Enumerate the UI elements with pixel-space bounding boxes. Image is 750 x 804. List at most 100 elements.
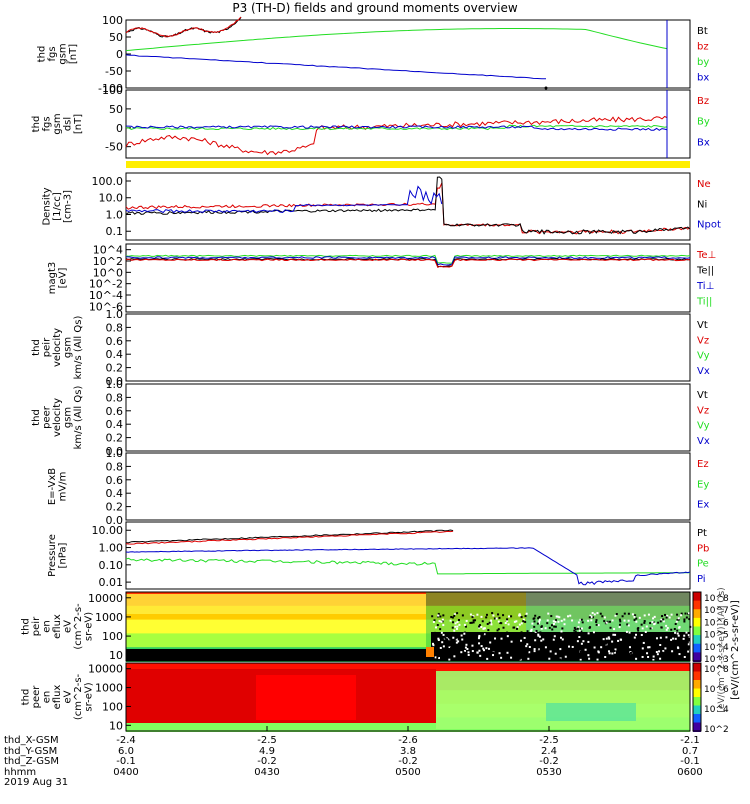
spectrogram-pixel <box>573 629 576 632</box>
spectrogram-pixel <box>664 613 667 616</box>
spectrogram-pixel <box>557 644 560 647</box>
y-tick-label: 100.0 <box>92 175 124 188</box>
y-tick-label: 10^-6 <box>89 300 123 313</box>
spectrogram-pixel <box>635 617 638 620</box>
spectrogram-pixel <box>544 640 547 643</box>
spectrogram-pixel <box>641 655 644 658</box>
spectrogram-pixel <box>627 619 630 622</box>
spectrogram-pixel <box>687 650 690 653</box>
footer-row-label: hhmm <box>4 766 37 778</box>
spectrogram-pixel <box>584 653 587 656</box>
spectrogram-pixel <box>451 616 454 619</box>
colorbar-segment <box>693 643 701 654</box>
legend-entry: Ez <box>697 459 709 470</box>
colorbar-segment <box>693 697 701 707</box>
y-tick-label: 0.8 <box>106 460 124 473</box>
spectrogram-pixel <box>522 620 525 623</box>
spectrogram-pixel <box>527 657 530 660</box>
y-tick-label: 0.4 <box>106 348 124 361</box>
spectrogram-pixel <box>633 644 636 647</box>
spectrogram-pixel <box>542 634 545 637</box>
spectrogram-pixel <box>577 626 580 629</box>
spectrogram-pixel <box>678 646 681 649</box>
spectrogram-pixel <box>485 638 488 641</box>
spectrogram-pixel <box>618 656 621 659</box>
spectrogram-pixel <box>441 620 444 623</box>
footer-value: 0400 <box>113 766 139 778</box>
footer-row: thd_Y-GSM 6.0 4.9 3.8 2.4 0.7 <box>4 746 698 758</box>
y-tick-label: 100 <box>102 630 123 643</box>
y-tick-label: 0.4 <box>106 418 124 431</box>
spectrogram-band <box>126 594 426 614</box>
spectrogram-pixel <box>435 650 438 653</box>
spectrogram-pixel <box>646 652 649 655</box>
footer-row: thd_X-GSM -2.4 -2.5 -2.6 -2.5 -2.1 <box>4 735 700 747</box>
spectrogram-pixel <box>537 617 540 620</box>
spectrogram-pixel <box>631 613 634 616</box>
y-axis-label: E=-VxB <box>47 468 58 505</box>
spectrogram-pixel <box>486 657 489 660</box>
spectrogram-pixel <box>524 652 527 655</box>
y-axis-label: fgs <box>47 46 58 61</box>
spectrogram-pixel <box>442 614 445 617</box>
spectrogram-pixel <box>674 631 677 634</box>
spectrogram-pixel <box>671 641 674 644</box>
spectrogram-pixel <box>578 629 581 632</box>
y-tick-label: 0.8 <box>106 321 124 334</box>
spectrogram-pixel <box>442 624 445 627</box>
spectrogram-pixel <box>652 617 655 620</box>
spectrogram-pixel <box>510 640 513 643</box>
panel-peir_eflux <box>125 591 702 662</box>
spectrogram-pixel <box>635 620 638 623</box>
colorbar-tick-label: 10^4 <box>704 643 729 653</box>
spectrogram-pixel <box>480 615 483 618</box>
spectrogram-pixel <box>496 629 499 632</box>
y-tick-label: 100 <box>102 14 123 27</box>
spectrogram-pixel <box>644 645 647 648</box>
spectrogram-pixel <box>620 638 623 641</box>
spectrogram-pixel <box>662 620 665 623</box>
spectrogram-pixel <box>507 615 510 618</box>
legend-entry: Pt <box>697 528 707 539</box>
panel-frame <box>125 313 691 382</box>
spectrogram-pixel <box>522 618 525 621</box>
colorbar-segment <box>693 600 701 611</box>
spectrogram-pixel <box>671 650 674 653</box>
footer-row: hhmm 0400 0430 0500 0530 0600 <box>4 766 703 779</box>
spectrogram-pixel <box>525 645 528 648</box>
spectrogram-pixel <box>560 636 563 639</box>
spectrogram-pixel <box>587 632 590 635</box>
spectrogram-pixel <box>492 654 495 657</box>
spectrogram-pixel <box>538 620 541 623</box>
spectrogram-pixel <box>445 636 448 639</box>
legend-entry: bx <box>697 73 709 84</box>
legend-entry: Ne <box>697 179 711 190</box>
spectrogram-pixel <box>526 643 529 646</box>
panel-pressure <box>125 521 691 590</box>
spectrogram-pixel <box>546 619 549 622</box>
spectrogram-pixel <box>587 619 590 622</box>
y-axis-label: peer <box>42 405 53 429</box>
spectrogram-pixel <box>592 631 595 634</box>
y-axis-label: en <box>42 620 53 633</box>
spectrogram-pixel <box>608 620 611 623</box>
spectrogram-pixel <box>633 615 636 618</box>
footer-value: 0500 <box>395 766 421 778</box>
spectrogram-pixel <box>438 636 441 639</box>
spectrogram-pixel <box>518 613 521 616</box>
spectrogram-pixel <box>647 646 650 649</box>
y-axis-label: thd <box>31 116 42 133</box>
spectrogram-pixel <box>465 637 468 640</box>
spectrogram-pixel <box>469 613 472 616</box>
spectrogram-pixel <box>469 652 472 655</box>
spectrogram-pixel <box>577 621 580 624</box>
spectrogram-pixel <box>440 631 443 634</box>
spectrogram-pixel <box>638 616 641 619</box>
spectrogram-pixel <box>461 636 464 639</box>
spectrogram-pixel <box>580 630 583 633</box>
series-Pi <box>125 547 691 586</box>
spectrogram-pixel <box>627 612 630 615</box>
spectrogram-pixel <box>457 618 460 621</box>
